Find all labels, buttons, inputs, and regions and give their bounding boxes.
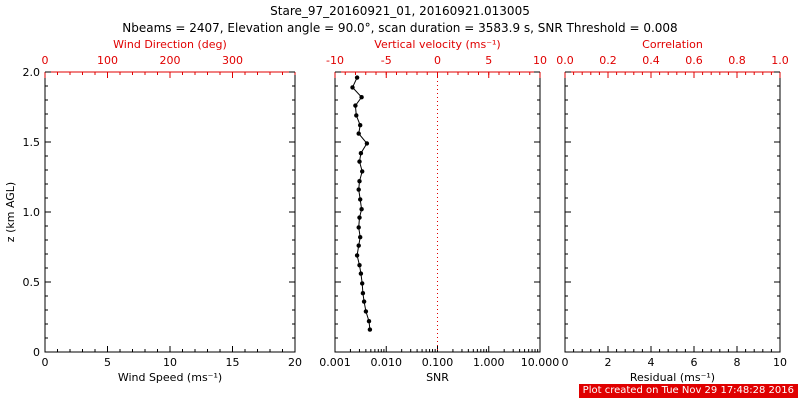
- svg-text:Vertical velocity (ms⁻¹): Vertical velocity (ms⁻¹): [374, 38, 500, 51]
- svg-text:1.0: 1.0: [771, 54, 789, 67]
- svg-text:0.8: 0.8: [728, 54, 746, 67]
- svg-text:Wind Speed (ms⁻¹): Wind Speed (ms⁻¹): [118, 371, 222, 384]
- svg-text:0.5: 0.5: [23, 276, 41, 289]
- svg-text:0: 0: [434, 54, 441, 67]
- svg-text:1.5: 1.5: [23, 136, 41, 149]
- snr-profile-point: [360, 281, 365, 286]
- snr-profile-point: [356, 243, 361, 248]
- snr-profile-point: [366, 319, 372, 324]
- svg-text:Correlation: Correlation: [642, 38, 703, 51]
- svg-text:-5: -5: [381, 54, 392, 67]
- svg-text:2: 2: [605, 356, 612, 369]
- svg-text:0.010: 0.010: [371, 356, 403, 369]
- snr-profile-point: [364, 141, 370, 146]
- svg-text:0: 0: [42, 54, 49, 67]
- svg-text:0.001: 0.001: [319, 356, 351, 369]
- svg-text:0: 0: [42, 356, 49, 369]
- svg-text:Wind Direction (deg): Wind Direction (deg): [113, 38, 227, 51]
- snr-profile-point: [356, 187, 361, 192]
- panel-snr-vertical-velocity: 0.001 0.010 0.100 1.000 10.000 SNR -10 -5 0 5 10 Ve…: [319, 38, 559, 384]
- snr-profile-point: [358, 151, 364, 156]
- snr-profile-point: [367, 327, 373, 332]
- snr-profile-point: [363, 309, 369, 314]
- snr-profile-point: [360, 169, 365, 174]
- svg-text:-10: -10: [326, 54, 344, 67]
- snr-profile-point: [357, 263, 362, 268]
- snr-profile-point: [356, 225, 361, 230]
- svg-text:10: 10: [163, 356, 177, 369]
- svg-text:5: 5: [104, 356, 111, 369]
- panel-frame: [44, 72, 296, 353]
- plot-title: Stare_97_20160921_01, 20160921.013005: [270, 4, 530, 18]
- snr-profile-point: [353, 103, 358, 108]
- svg-text:5: 5: [485, 54, 492, 67]
- plot-subtitle: Nbeams = 2407, Elevation angle = 90.0°, …: [122, 21, 678, 35]
- snr-profile-point: [360, 291, 366, 296]
- snr-profile-point: [354, 113, 359, 118]
- snr-profile-point: [357, 215, 362, 220]
- svg-text:z (km AGL): z (km AGL): [4, 182, 17, 242]
- svg-text:0.4: 0.4: [642, 54, 660, 67]
- timestamp-stamp: Plot created on Tue Nov 29 17:48:28 2016: [578, 384, 798, 398]
- svg-text:10: 10: [773, 356, 787, 369]
- svg-text:0.100: 0.100: [422, 356, 454, 369]
- panel-frame: [564, 72, 781, 353]
- svg-text:100: 100: [97, 54, 118, 67]
- svg-text:8: 8: [734, 356, 741, 369]
- svg-text:4: 4: [648, 356, 655, 369]
- svg-text:15: 15: [226, 356, 240, 369]
- svg-text:0.0: 0.0: [556, 54, 574, 67]
- svg-text:300: 300: [222, 54, 243, 67]
- snr-profile-point: [350, 85, 355, 90]
- snr-profile-point: [361, 299, 367, 304]
- snr-profile-point: [358, 123, 363, 128]
- snr-profile-point: [357, 179, 362, 184]
- svg-text:1.0: 1.0: [23, 206, 41, 219]
- panel-wind-speed-direction: 0 5 10 15 20 Wind Speed (ms⁻¹) 0 100 200 300 Wind …: [4, 38, 302, 384]
- snr-profile-point: [354, 253, 360, 258]
- snr-profile-point: [359, 95, 364, 100]
- svg-text:6: 6: [691, 356, 698, 369]
- svg-text:SNR: SNR: [426, 371, 449, 384]
- snr-profile-point: [354, 75, 360, 80]
- svg-text:0.2: 0.2: [599, 54, 617, 67]
- snr-profile-point: [356, 131, 361, 136]
- svg-text:20: 20: [288, 356, 302, 369]
- svg-text:2.0: 2.0: [23, 66, 41, 79]
- svg-text:10.000: 10.000: [521, 356, 560, 369]
- svg-text:0: 0: [562, 356, 569, 369]
- snr-profile-point: [359, 207, 364, 212]
- svg-text:0: 0: [33, 346, 40, 359]
- snr-profile-point: [357, 159, 362, 164]
- panel-residual-correlation: 0 2 4 6 8 10 Residual (ms⁻¹) 0.0 0.2 0.4 0.6 0.8 1.0…: [556, 38, 789, 384]
- snr-profile-point: [358, 271, 364, 276]
- svg-text:Residual (ms⁻¹): Residual (ms⁻¹): [630, 371, 715, 384]
- svg-text:10: 10: [533, 54, 547, 67]
- snr-profile-line: [351, 77, 371, 330]
- snr-profile-point: [358, 197, 363, 202]
- svg-text:200: 200: [160, 54, 181, 67]
- svg-text:1.000: 1.000: [473, 356, 505, 369]
- snr-profile-point: [358, 235, 363, 240]
- svg-text:0.6: 0.6: [685, 54, 703, 67]
